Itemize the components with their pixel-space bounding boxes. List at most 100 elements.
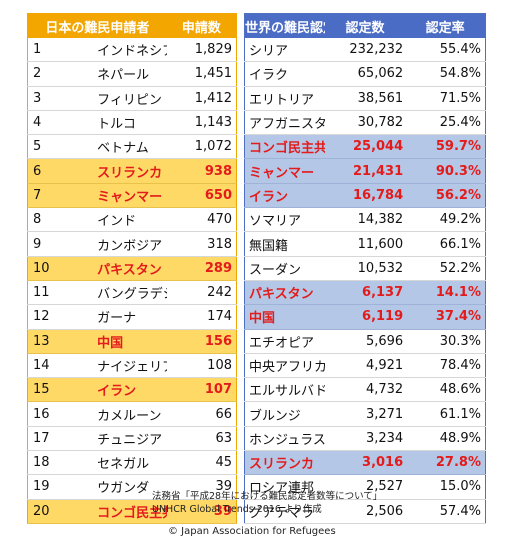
left-table-row: 18 セネガル 45 bbox=[27, 450, 237, 476]
left-row-country: トルコ bbox=[97, 110, 167, 136]
left-table-row: 10 パキスタン 289 bbox=[27, 256, 237, 281]
left-row-country: ナイジェリア bbox=[97, 353, 167, 379]
left-row-count: 1,072 bbox=[166, 134, 237, 160]
right-row-count: 3,271 bbox=[324, 401, 406, 427]
left-row-country: スリランカ bbox=[97, 158, 167, 184]
source-note-unhcr: UNHCR Global Trends 2016 より作成 bbox=[152, 504, 322, 515]
left-header-name: 日本の難民申請者 bbox=[27, 13, 167, 38]
left-header-count: 申請数 bbox=[166, 13, 237, 38]
right-row-country: イラン bbox=[244, 183, 325, 209]
right-table-row: 無国籍 11,600 66.1% bbox=[244, 231, 486, 257]
right-row-count: 38,561 bbox=[324, 86, 406, 111]
left-row-rank: 15 bbox=[27, 377, 98, 403]
right-row-country: スリランカ bbox=[244, 450, 325, 476]
right-row-count: 25,044 bbox=[324, 134, 406, 160]
left-row-country: ミャンマー bbox=[97, 183, 167, 209]
left-header-row: 日本の難民申請者 申請数 bbox=[27, 13, 237, 38]
left-row-country: カンボジア bbox=[97, 231, 167, 257]
left-row-country: ガーナ bbox=[97, 304, 167, 330]
right-row-rate: 48.9% bbox=[405, 426, 486, 452]
left-row-count: 1,829 bbox=[166, 38, 237, 63]
left-table-row: 11バングラデシュ242 bbox=[27, 280, 237, 306]
right-row-rate: 71.5% bbox=[405, 86, 486, 111]
left-row-country: カメルーン bbox=[97, 401, 167, 427]
right-row-country: アフガニスタン bbox=[244, 110, 325, 136]
left-row-rank: 19 bbox=[27, 474, 98, 500]
right-table-row: 中央アフリカ 4,921 78.4% bbox=[244, 353, 486, 379]
left-row-country: インドネシア bbox=[97, 38, 167, 63]
left-row-rank: 1 bbox=[27, 38, 98, 63]
right-row-rate: 59.7% bbox=[405, 134, 486, 160]
right-table-row: ミャンマー 21,431 90.3% bbox=[244, 158, 486, 184]
right-row-count: 10,532 bbox=[324, 256, 406, 281]
world-recognized-table: 世界の難民認定者 認定数 認定率 シリア232,23255.4%イラク65,06… bbox=[244, 13, 486, 524]
left-table-row: 4 トルコ 1,143 bbox=[27, 110, 237, 136]
right-table-row: 中国 6,119 37.4% bbox=[244, 304, 486, 330]
right-row-count: 4,732 bbox=[324, 377, 406, 403]
right-table-row: イラン 16,784 56.2% bbox=[244, 183, 486, 209]
right-row-rate: 27.8% bbox=[405, 450, 486, 476]
right-table-row: イラク 65,062 54.8% bbox=[244, 61, 486, 87]
right-table-row: ブルンジ 3,271 61.1% bbox=[244, 401, 486, 427]
left-table-row: 3 フィリピン 1,412 bbox=[27, 86, 237, 111]
right-row-country: ホンジュラス bbox=[244, 426, 325, 452]
left-row-count: 650 bbox=[166, 183, 237, 209]
right-table-row: スーダン 10,532 52.2% bbox=[244, 256, 486, 281]
left-row-rank: 14 bbox=[27, 353, 98, 379]
left-row-country: ネパール bbox=[97, 61, 167, 87]
left-row-rank: 13 bbox=[27, 329, 98, 354]
left-row-rank: 4 bbox=[27, 110, 98, 136]
left-table-row: 9 カンボジア 318 bbox=[27, 231, 237, 257]
right-row-country: イラク bbox=[244, 61, 325, 87]
left-row-rank: 2 bbox=[27, 61, 98, 87]
right-row-count: 14,382 bbox=[324, 207, 406, 233]
left-row-count: 66 bbox=[166, 401, 237, 427]
right-row-country: グアテマラ bbox=[244, 499, 325, 524]
japan-applicants-table: 日本の難民申請者 申請数 1インドネシア1,8292ネパール1,4513フィリピ… bbox=[27, 13, 237, 524]
right-row-count: 6,119 bbox=[324, 304, 406, 330]
right-table-row: パキスタン 6,137 14.1% bbox=[244, 280, 486, 306]
left-table-row: 6 スリランカ 938 bbox=[27, 158, 237, 184]
right-row-count: 6,137 bbox=[324, 280, 406, 306]
left-row-country: フィリピン bbox=[97, 86, 167, 111]
right-row-rate: 55.4% bbox=[405, 38, 486, 63]
right-row-country: ブルンジ bbox=[244, 401, 325, 427]
left-table-row: 20コンゴ民主共和国39 bbox=[27, 499, 237, 524]
left-row-country: バングラデシュ bbox=[97, 280, 167, 306]
left-table-row: 19 ウガンダ 39 bbox=[27, 474, 237, 500]
left-row-count: 1,143 bbox=[166, 110, 237, 136]
left-row-count: 107 bbox=[166, 377, 237, 403]
left-row-count: 63 bbox=[166, 426, 237, 452]
left-row-count: 470 bbox=[166, 207, 237, 233]
right-row-rate: 61.1% bbox=[405, 401, 486, 427]
left-table-row: 12 ガーナ 174 bbox=[27, 304, 237, 330]
left-row-rank: 17 bbox=[27, 426, 98, 452]
right-row-rate: 37.4% bbox=[405, 304, 486, 330]
left-row-count: 45 bbox=[166, 450, 237, 476]
right-header-name: 世界の難民認定者 bbox=[244, 13, 325, 38]
left-row-country: セネガル bbox=[97, 450, 167, 476]
right-row-rate: 48.6% bbox=[405, 377, 486, 403]
left-row-count: 39 bbox=[166, 474, 237, 500]
right-row-count: 2,527 bbox=[324, 474, 406, 500]
left-row-rank: 18 bbox=[27, 450, 98, 476]
left-row-country: インド bbox=[97, 207, 167, 233]
right-row-rate: 25.4% bbox=[405, 110, 486, 136]
left-row-country: チュニジア bbox=[97, 426, 167, 452]
left-table-row: 1インドネシア1,829 bbox=[27, 38, 237, 63]
right-row-country: 中央アフリカ bbox=[244, 353, 325, 379]
right-row-rate: 15.0% bbox=[405, 474, 486, 500]
right-table-row: シリア 232,232 55.4% bbox=[244, 38, 486, 63]
right-row-count: 4,921 bbox=[324, 353, 406, 379]
source-note-moj: 法務省「平成28年における難民認定者数等について」 bbox=[152, 491, 383, 502]
left-row-rank: 3 bbox=[27, 86, 98, 111]
right-header-rate: 認定率 bbox=[405, 13, 486, 38]
right-row-country: 無国籍 bbox=[244, 231, 325, 257]
left-row-count: 156 bbox=[166, 329, 237, 354]
right-row-rate: 90.3% bbox=[405, 158, 486, 184]
left-row-country: イラン bbox=[97, 377, 167, 403]
right-row-count: 30,782 bbox=[324, 110, 406, 136]
left-row-rank: 10 bbox=[27, 256, 98, 281]
left-row-rank: 11 bbox=[27, 280, 98, 306]
